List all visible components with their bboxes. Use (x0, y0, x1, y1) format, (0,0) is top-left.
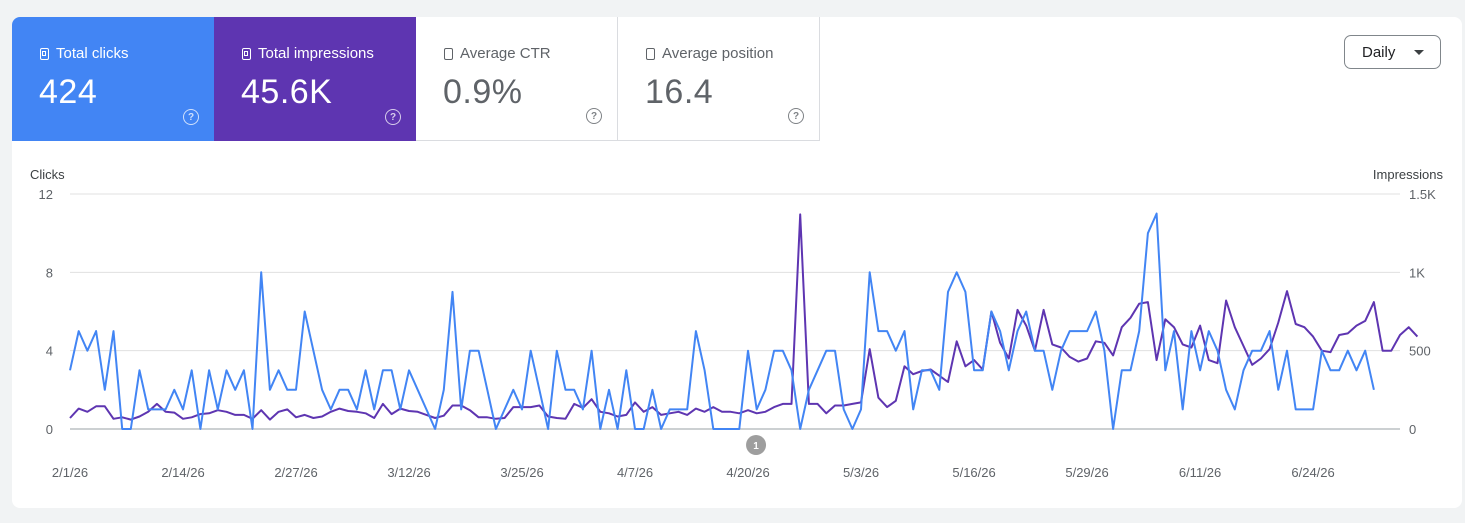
x-tick-label: 2/27/26 (274, 465, 317, 480)
x-tick-label: 5/29/26 (1065, 465, 1108, 480)
checkbox-checked-icon[interactable] (242, 47, 251, 60)
y-left-tick-label: 12 (39, 187, 53, 202)
checkbox-unchecked-icon[interactable] (646, 47, 655, 60)
y-right-tick-label: 1.5K (1409, 187, 1436, 202)
performance-chart: 0 0 4 500 8 1K 12 1.5K Clicks Impressions 2/1/26 2/… (30, 167, 1444, 480)
checkbox-unchecked-icon[interactable] (444, 47, 453, 60)
metric-tile-average-ctr[interactable]: Average CTR 0.9% ? (416, 17, 618, 141)
metric-header: Average position (646, 45, 773, 62)
granularity-dropdown[interactable]: Daily (1344, 35, 1441, 69)
metric-label: Average CTR (460, 45, 551, 62)
x-tick-label: 2/1/26 (52, 465, 88, 480)
x-tick-label: 3/25/26 (500, 465, 543, 480)
x-tick-label: 4/7/26 (617, 465, 653, 480)
y-left-tick-label: 8 (46, 265, 53, 280)
y-right-tick-label: 500 (1409, 344, 1431, 359)
x-tick-label: 4/20/26 (726, 465, 769, 480)
metric-value: 424 (39, 73, 98, 111)
metric-label: Average position (662, 45, 774, 62)
metric-tiles: Total clicks 424 ? Total impressions 45.… (12, 17, 820, 141)
x-tick-label: 3/12/26 (387, 465, 430, 480)
y-right-axis-label: Impressions (1373, 167, 1444, 182)
granularity-label: Daily (1362, 43, 1396, 61)
metric-tile-total-impressions[interactable]: Total impressions 45.6K ? (214, 17, 416, 141)
metric-tile-average-position[interactable]: Average position 16.4 ? (618, 17, 820, 141)
checkbox-checked-icon[interactable] (40, 47, 49, 60)
performance-card: Total clicks 424 ? Total impressions 45.… (12, 17, 1462, 508)
help-icon[interactable]: ? (183, 109, 199, 125)
metric-header: Average CTR (444, 45, 551, 62)
metric-value: 0.9% (443, 73, 523, 111)
y-right-tick-label: 0 (1409, 422, 1416, 437)
y-left-tick-label: 4 (46, 344, 53, 359)
caret-down-icon (1414, 50, 1424, 55)
y-left-tick-label: 0 (46, 422, 53, 437)
metric-header: Total impressions (242, 45, 374, 62)
metric-label: Total impressions (258, 45, 374, 62)
x-tick-label: 5/16/26 (952, 465, 995, 480)
annotation-label: 1 (753, 441, 759, 452)
help-icon[interactable]: ? (586, 108, 602, 124)
metric-tile-total-clicks[interactable]: Total clicks 424 ? (12, 17, 214, 141)
help-icon[interactable]: ? (385, 109, 401, 125)
x-tick-label: 5/3/26 (843, 465, 879, 480)
annotation-marker (746, 435, 767, 455)
y-left-axis-label: Clicks (30, 167, 65, 182)
x-tick-label: 6/24/26 (1291, 465, 1334, 480)
x-tick-label: 6/11/26 (1179, 465, 1221, 480)
metric-value: 16.4 (645, 73, 714, 111)
y-right-tick-label: 1K (1409, 265, 1425, 280)
help-icon[interactable]: ? (788, 108, 804, 124)
series-line-clicks (69, 212, 1375, 430)
x-tick-label: 2/14/26 (161, 465, 204, 480)
metric-header: Total clicks (40, 45, 129, 62)
metric-label: Total clicks (56, 45, 129, 62)
metric-value: 45.6K (241, 73, 333, 111)
series-line-impressions (69, 213, 1419, 421)
